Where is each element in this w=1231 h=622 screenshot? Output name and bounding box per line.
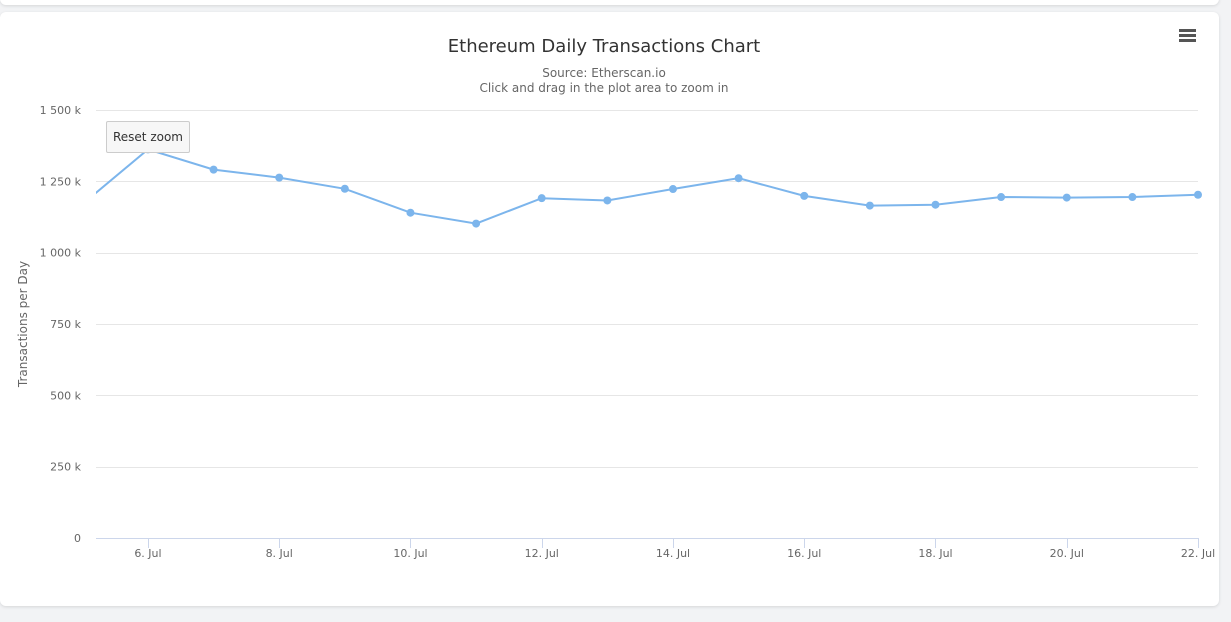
y-tick-label: 0 <box>74 532 81 545</box>
x-tick-label: 6. Jul <box>134 547 161 560</box>
data-point[interactable] <box>1194 190 1202 199</box>
data-point[interactable] <box>865 201 874 210</box>
chart-subtitle: Source: Etherscan.io <box>542 66 666 80</box>
data-point[interactable] <box>472 219 481 228</box>
y-tick-label: 1 500 k <box>40 104 82 117</box>
data-point[interactable] <box>1062 193 1071 202</box>
x-tick-label: 14. Jul <box>656 547 690 560</box>
y-axis: 0 250 k 500 k 750 k 1 000 k 1 250 k 1 500 k <box>40 104 82 545</box>
x-axis: 6. Jul 8. Jul 10. Jul 12. Jul 14. Jul 16. Jul… <box>96 538 1215 560</box>
x-tick-label: 16. Jul <box>787 547 821 560</box>
x-tick-label: 8. Jul <box>266 547 293 560</box>
series-transactions <box>96 145 1202 228</box>
data-point[interactable] <box>997 193 1006 202</box>
chart-zoom-hint: Click and drag in the plot area to zoom … <box>479 81 728 95</box>
data-point[interactable] <box>800 191 809 200</box>
x-tick-label: 20. Jul <box>1050 547 1084 560</box>
x-tick-label: 10. Jul <box>393 547 427 560</box>
data-point[interactable] <box>209 165 218 174</box>
x-tick-label: 22. Jul <box>1181 547 1215 560</box>
x-tick-label: 18. Jul <box>918 547 952 560</box>
data-point[interactable] <box>931 200 940 209</box>
data-point[interactable] <box>275 173 284 182</box>
data-point[interactable] <box>406 208 415 217</box>
chart-title: Ethereum Daily Transactions Chart <box>448 36 760 57</box>
hamburger-menu-icon <box>1179 29 1196 32</box>
previous-card <box>0 0 1219 5</box>
y-tick-label: 500 k <box>50 389 81 402</box>
data-point[interactable] <box>1128 193 1137 202</box>
y-tick-label: 1 250 k <box>40 175 82 188</box>
y-tick-label: 1 000 k <box>40 247 82 260</box>
data-point[interactable] <box>668 185 677 194</box>
y-tick-label: 250 k <box>50 461 81 474</box>
reset-zoom-button[interactable]: Reset zoom <box>106 121 190 153</box>
y-tick-label: 750 k <box>50 318 81 331</box>
data-point[interactable] <box>603 196 612 205</box>
chart-menu-button[interactable] <box>1175 27 1199 49</box>
data-point[interactable] <box>340 184 349 193</box>
series-line <box>96 148 1199 225</box>
data-point[interactable] <box>734 174 743 183</box>
data-point[interactable] <box>537 194 546 203</box>
y-axis-title: Transactions per Day <box>16 261 30 388</box>
x-tick-label: 12. Jul <box>525 547 559 560</box>
